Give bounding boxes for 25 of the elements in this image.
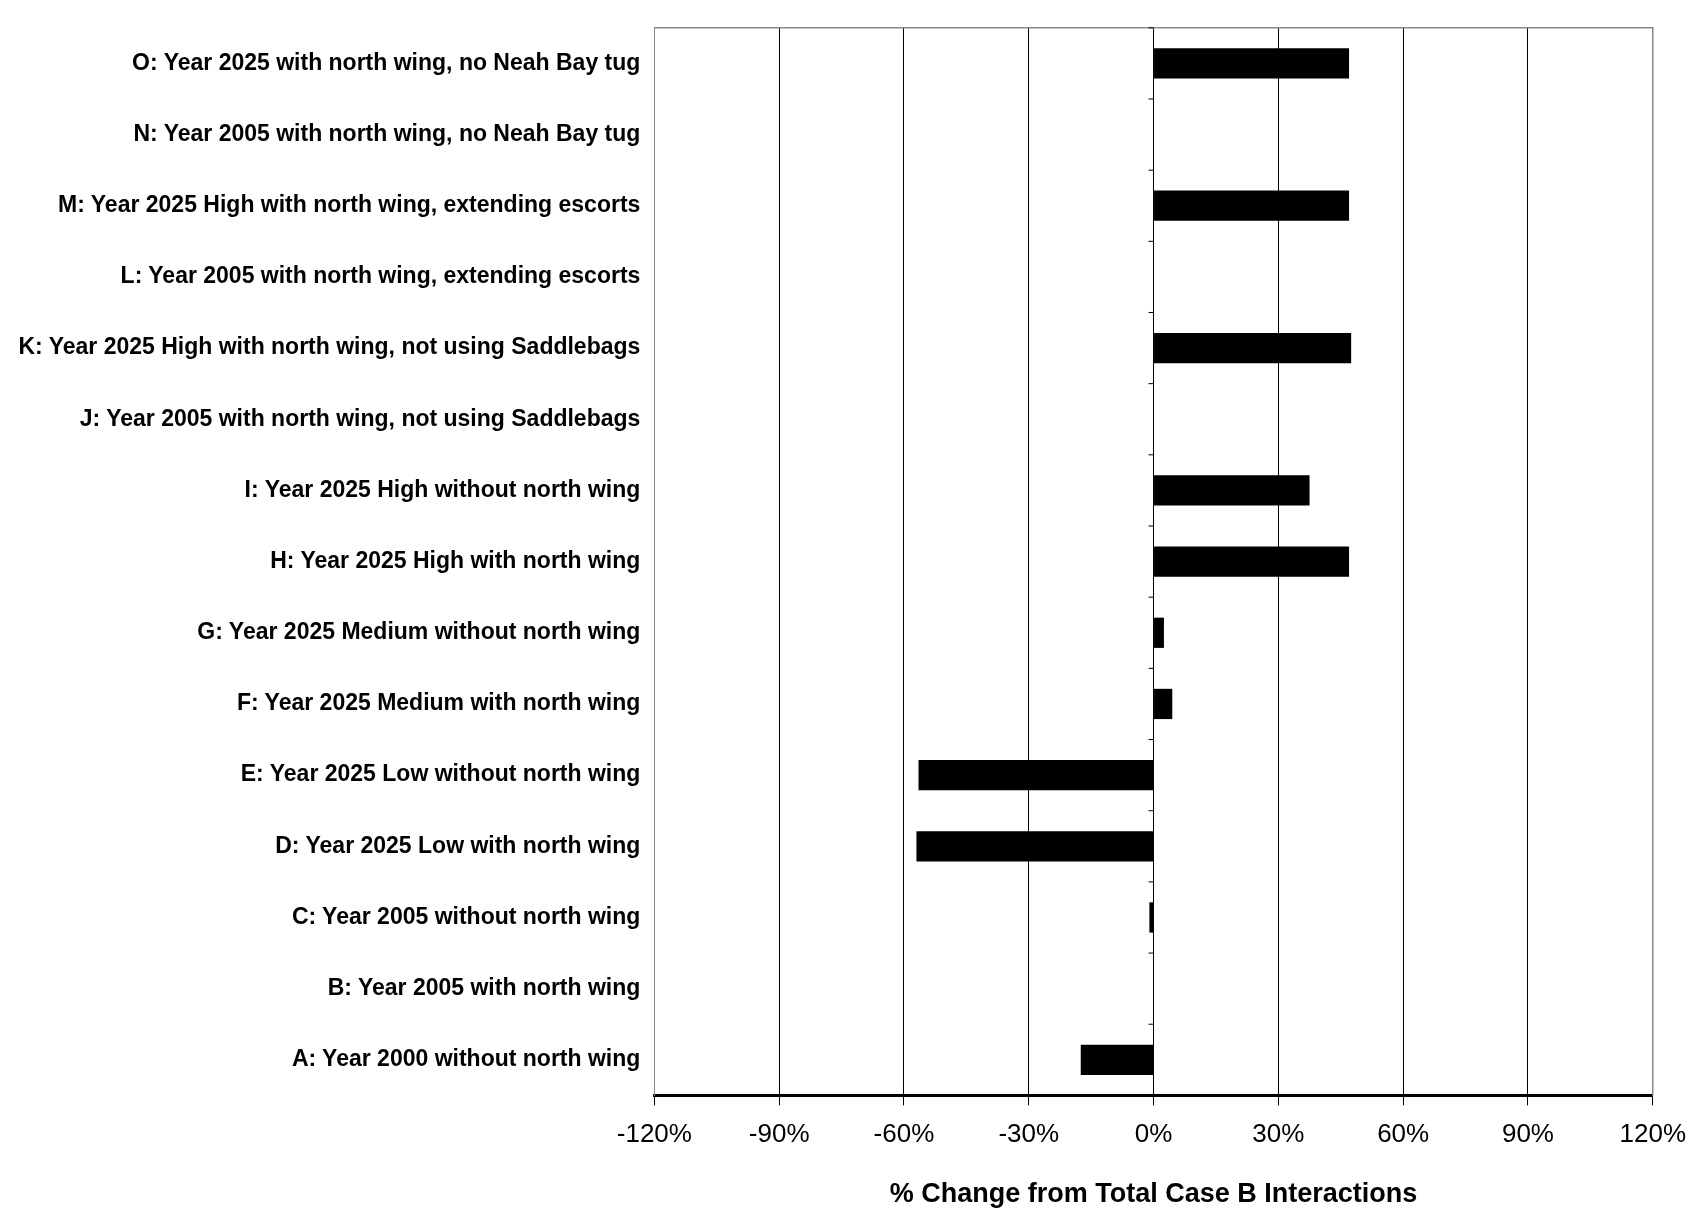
y-tick-label: D: Year 2025 Low with north wing	[275, 831, 641, 858]
y-tick-label: N: Year 2005 with north wing, no Neah Bay tug	[133, 119, 641, 146]
x-tick-label: 30%	[1252, 1118, 1305, 1149]
x-tick-label: -120%	[616, 1118, 692, 1149]
y-tick-label: F: Year 2025 Medium with north wing	[236, 689, 641, 716]
x-axis-title: % Change from Total Case B Interactions	[889, 1178, 1418, 1209]
y-tick-label: K: Year 2025 High with north wing, not using Saddlebags	[18, 333, 641, 360]
x-tick-label: -90%	[748, 1118, 810, 1149]
x-tick-label: 0%	[1134, 1118, 1173, 1149]
y-tick-label: C: Year 2005 without north wing	[291, 902, 641, 929]
y-tick-label: B: Year 2005 with north wing	[327, 973, 641, 1000]
y-tick-label: O: Year 2025 with north wing, no Neah Bay tug	[132, 48, 641, 75]
y-tick-label: J: Year 2005 with north wing, not using Saddlebags	[79, 404, 641, 431]
x-tick-label: 90%	[1501, 1118, 1554, 1149]
y-tick-label: G: Year 2025 Medium without north wing	[197, 618, 641, 645]
y-tick-label: A: Year 2000 without north wing	[291, 1045, 641, 1072]
x-tick-label: 60%	[1377, 1118, 1430, 1149]
x-tick-label: -30%	[998, 1118, 1060, 1149]
y-tick-label: E: Year 2025 Low without north wing	[240, 760, 641, 787]
x-tick-label: 120%	[1619, 1118, 1686, 1149]
y-tick-label: H: Year 2025 High with north wing	[270, 546, 641, 573]
y-tick-label: I: Year 2025 High without north wing	[244, 475, 641, 502]
y-tick-label: M: Year 2025 High with north wing, extending escorts	[57, 191, 641, 218]
y-tick-label: L: Year 2005 with north wing, extending escorts	[120, 262, 641, 289]
x-tick-label: -60%	[873, 1118, 935, 1149]
